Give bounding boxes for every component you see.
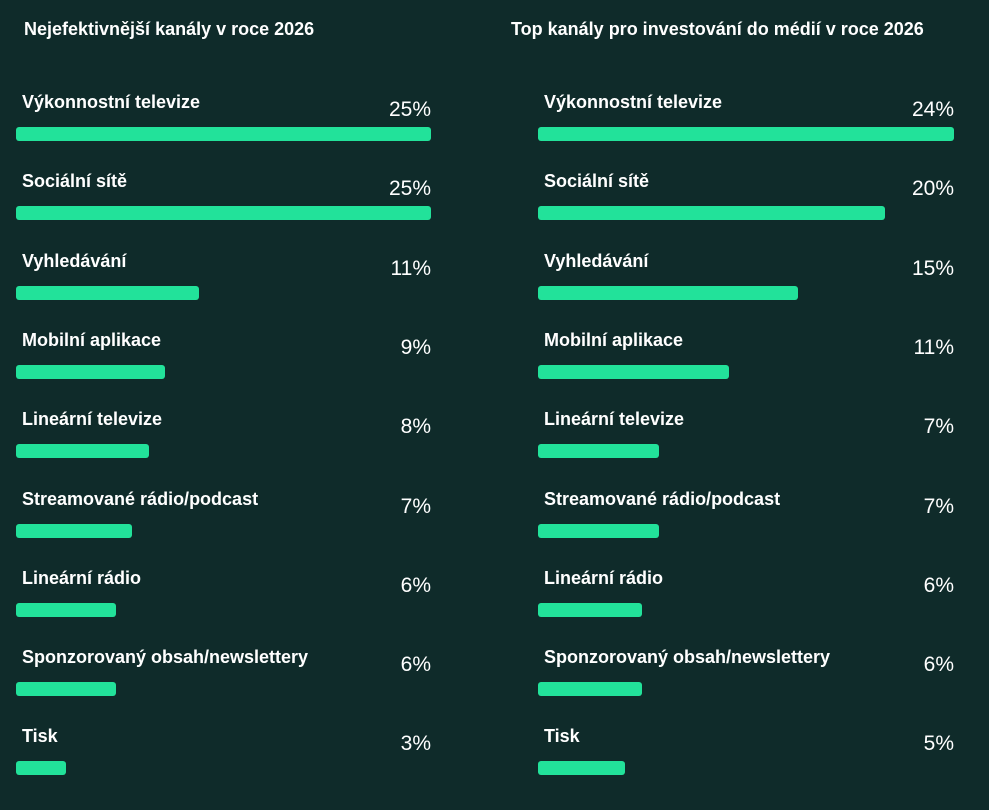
bar [538,206,885,221]
bar-row-left: Lineární televize 8% [16,409,431,469]
bar-row-left: Sociální sítě 25% [16,171,431,231]
bar [538,602,642,617]
bar-row-right: Streamované rádio/podcast 7% [538,489,954,549]
category-label: Lineární televize [544,409,685,430]
category-label: Tisk [22,726,58,747]
value-label: 9% [400,335,431,359]
bar [538,523,660,538]
chart-panel-right: Top kanály pro investování do médií v ro… [511,0,954,810]
value-label: 8% [400,415,431,439]
value-label: 5% [923,732,954,756]
category-label: Výkonnostní televize [22,92,201,112]
category-label: Vyhledávání [22,250,127,271]
bar-track [538,682,954,697]
category-label: Tisk [544,726,580,747]
chart-panel-left: Nejefektivnější kanály v roce 2026 Výkon… [16,0,431,810]
category-label: Sponzorovaný obsah/newslettery [22,647,309,668]
bar-row-right: Lineární televize 7% [538,409,954,469]
value-label: 15% [911,256,954,280]
bar [16,127,431,141]
value-label: 7% [923,415,954,439]
bar [16,523,133,538]
category-label: Mobilní aplikace [544,329,684,350]
bar-track [16,285,431,300]
category-label: Vyhledávání [544,250,649,271]
value-label: 7% [400,494,431,518]
category-label: Sociální sítě [22,171,128,192]
bar-track [16,523,431,538]
value-label: 6% [400,573,431,597]
bar [16,206,431,221]
bar [16,364,166,379]
bar-track [538,206,954,221]
bar-track [538,127,954,141]
bar [538,285,798,300]
value-label: 6% [923,653,954,677]
value-label: 24% [911,98,954,121]
value-label: 3% [400,732,431,756]
bar-track [16,682,431,697]
chart-title-right: Top kanály pro investování do médií v ro… [511,19,924,39]
bar [538,444,660,459]
value-label: 25% [388,98,431,121]
value-label: 6% [400,653,431,677]
bar-row-left: Streamované rádio/podcast 7% [16,489,431,549]
bar-row-left: Lineární rádio 6% [16,568,431,628]
category-label: Sponzorovaný obsah/newslettery [544,647,831,668]
bar-row-left: Vyhledávání 11% [16,251,431,311]
category-label: Lineární rádio [22,567,142,588]
bar-row-right: Sociální sítě 20% [538,171,954,231]
bar-row-right: Mobilní aplikace 11% [538,330,954,390]
category-label: Lineární televize [22,409,163,430]
bar-track [16,444,431,459]
bar [538,682,642,697]
value-label: 25% [388,177,431,201]
bar-track [538,523,954,538]
bar-track [16,364,431,379]
category-label: Streamované rádio/podcast [22,488,259,509]
bar [16,444,149,459]
bar [16,285,199,300]
bar [16,602,116,617]
bar-track [538,761,954,776]
bar-track [16,127,431,141]
bar-row-right: Tisk 5% [538,726,954,786]
category-label: Mobilní aplikace [22,329,162,350]
value-label: 20% [911,177,954,201]
bar-row-right: Výkonnostní televize 24% [538,92,954,152]
bar-row-left: Mobilní aplikace 9% [16,330,431,390]
bar [538,761,625,776]
bar-track [16,206,431,221]
bar-row-left: Výkonnostní televize 25% [16,92,431,152]
bar-track [538,364,954,379]
bar [538,127,954,141]
value-label: 11% [913,335,954,359]
bar-track [538,285,954,300]
bar-track [16,602,431,617]
category-label: Lineární rádio [544,567,664,588]
chart-title-left: Nejefektivnější kanály v roce 2026 [24,19,315,39]
bar-row-right: Sponzorovaný obsah/newslettery 6% [538,647,954,707]
bar [16,761,66,776]
bar-track [16,761,431,776]
bar [16,682,116,697]
bar-row-left: Tisk 3% [16,726,431,786]
bar [538,364,729,379]
value-label: 7% [923,494,954,518]
category-label: Sociální sítě [544,171,650,192]
bar-row-right: Lineární rádio 6% [538,568,954,628]
bar-track [538,602,954,617]
bar-row-left: Sponzorovaný obsah/newslettery 6% [16,647,431,707]
category-label: Streamované rádio/podcast [544,488,781,509]
category-label: Výkonnostní televize [544,92,723,112]
bar-row-right: Vyhledávání 15% [538,251,954,311]
value-label: 11% [390,256,431,280]
bar-track [538,444,954,459]
value-label: 6% [923,573,954,597]
